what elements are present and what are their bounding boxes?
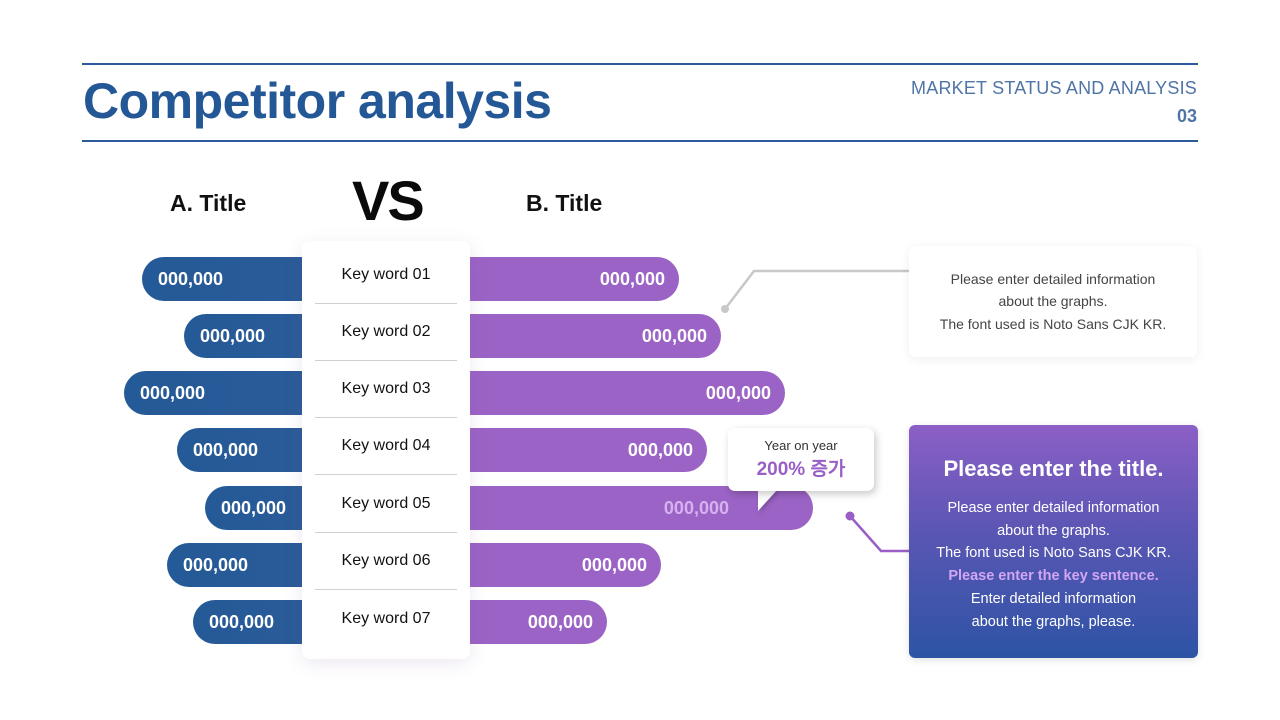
section-number: 03: [1176, 106, 1197, 126]
keyword-item: Key word 05: [315, 476, 457, 533]
bar-value: 000,000: [221, 497, 287, 518]
keyword-item: Key word 06: [315, 533, 457, 590]
bar-value: 000,000: [158, 268, 224, 289]
bar-b-4: 000,000: [465, 428, 707, 472]
left-column-title: A. Title: [170, 190, 247, 216]
bar-b-2: 000,000: [465, 314, 721, 358]
keyword-item: Key word 01: [315, 247, 457, 304]
info-line-2: about the graphs.: [998, 293, 1108, 310]
key-sentence: Please enter the key sentence.: [948, 568, 1159, 585]
info-line-1: Please enter detailed information: [950, 270, 1156, 287]
keyword-item: Key word 04: [315, 418, 457, 475]
bar-value: 000,000: [641, 325, 707, 346]
bar-a-7: 000,000: [193, 600, 305, 644]
title-card-line-1: Please enter detailed information: [947, 500, 1160, 516]
keyword-panel: Key word 01 Key word 02 Key word 03 Key …: [302, 241, 470, 659]
bar-a-2: 000,000: [184, 314, 305, 358]
bar-value: 000,000: [599, 268, 665, 289]
page-title: Competitor analysis: [83, 73, 552, 129]
bar-value: 000,000: [140, 382, 206, 403]
title-card-line-6: about the graphs, please.: [971, 613, 1136, 630]
title-card-line-5: Enter detailed information: [970, 590, 1137, 607]
bar-value: 000,000: [581, 554, 647, 575]
bar-a-5: 000,000: [205, 486, 305, 530]
bar-value: 000,000: [705, 382, 771, 403]
bar-a-1: 000,000: [142, 257, 305, 301]
keyword-item: Key word 03: [315, 361, 457, 418]
bar-value: 000,000: [627, 439, 693, 460]
bar-b-5: 000,000: [465, 486, 813, 530]
tooltip-tail: [758, 489, 778, 511]
bar-value: 000,000: [527, 611, 593, 632]
info-card: Please enter detailed information about …: [909, 246, 1197, 357]
bar-b-7: 000,000: [465, 600, 607, 644]
bar-a-3: 000,000: [124, 371, 305, 415]
info-line-3: The font used is Noto Sans CJK KR.: [939, 315, 1167, 332]
keyword-item: Key word 02: [315, 304, 457, 361]
bar-b-6: 000,000: [465, 543, 661, 587]
top-rule: [82, 63, 1198, 65]
bottom-rule: [82, 140, 1198, 142]
bar-value: 000,000: [209, 611, 275, 632]
bar-b-1: 000,000: [465, 257, 679, 301]
title-card-line-3: The font used is Noto Sans CJK KR.: [936, 545, 1171, 562]
section-label: MARKET STATUS AND ANALYSIS: [911, 78, 1197, 98]
title-card-line-2: about the graphs.: [997, 522, 1110, 539]
title-card: Please enter the title. Please enter det…: [909, 425, 1198, 658]
bar-a-4: 000,000: [177, 428, 305, 472]
bar-value: 000,000: [183, 554, 249, 575]
yoy-tooltip: Year on year 200% 증가: [728, 428, 874, 491]
bar-value: 000,000: [200, 325, 266, 346]
bar-b-3: 000,000: [465, 371, 785, 415]
bar-value: 000,000: [663, 497, 729, 518]
bar-value: 000,000: [193, 439, 259, 460]
tooltip-label: Year on year: [764, 438, 838, 453]
right-column-title: B. Title: [526, 190, 603, 216]
bar-a-6: 000,000: [167, 543, 305, 587]
tooltip-value: 200% 증가: [756, 459, 846, 480]
title-card-heading: Please enter the title.: [943, 456, 1164, 481]
keyword-item: Key word 07: [341, 609, 431, 627]
vs-label: VS: [352, 169, 425, 232]
